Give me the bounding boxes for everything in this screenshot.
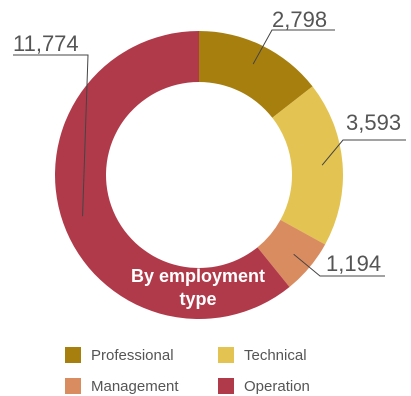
center-label-line-1: By employment (131, 266, 265, 286)
leader-line-management (293, 253, 385, 277)
value-label-management: 1,194 (326, 251, 381, 276)
leader-line-technical (321, 139, 406, 166)
center-label-line-2: type (179, 289, 216, 309)
leader-lines (13, 29, 406, 277)
value-label-professional: 2,798 (272, 7, 327, 32)
value-label-operation: 11,774 (13, 31, 79, 56)
value-labels: 2,798 3,593 1,194 11,774 (13, 7, 401, 276)
slice-operation (55, 31, 290, 319)
value-label-technical: 3,593 (346, 110, 401, 135)
donut-slices (55, 31, 343, 319)
slice-management (257, 219, 326, 287)
slice-technical (272, 86, 343, 245)
leader-line-professional (252, 29, 335, 65)
slice-professional (199, 31, 313, 118)
leader-line-operation (13, 54, 89, 217)
